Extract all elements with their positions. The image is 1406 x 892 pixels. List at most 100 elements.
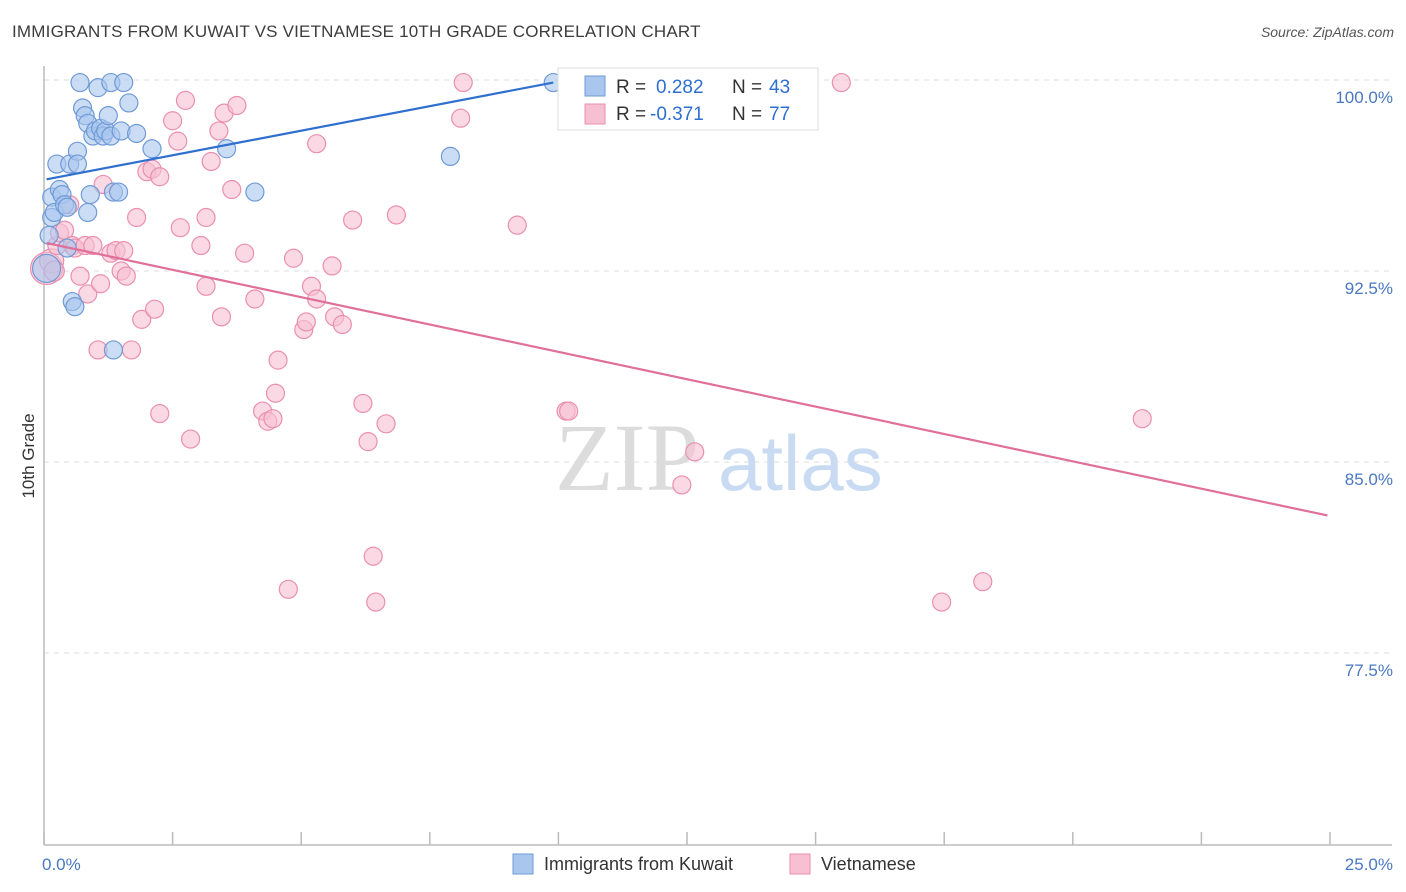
vietnamese-point-29 — [163, 111, 183, 131]
vietnamese-point-50 — [278, 579, 298, 599]
vietnamese-point-48 — [265, 383, 286, 403]
vietnamese-point-66 — [386, 205, 406, 225]
kuwait-point-38 — [142, 139, 162, 159]
vietnamese-point-75 — [932, 592, 952, 612]
vietnamese-point-76 — [973, 572, 993, 592]
bottom-legend-label-kuwait: Immigrants from Kuwait — [544, 854, 733, 874]
vietnamese-point-57 — [322, 256, 342, 276]
legend-r-value-vietnamese: -0.371 — [650, 104, 704, 125]
legend-swatch-kuwait — [584, 75, 606, 97]
vietnamese-point-63 — [363, 546, 383, 566]
y-axis-label: 10th Grade — [19, 413, 38, 498]
vietnamese-point-56 — [307, 134, 327, 154]
kuwait-point-28 — [98, 106, 118, 126]
vietnamese-point-67 — [451, 108, 471, 128]
vietnamese-point-38 — [209, 121, 229, 141]
vietnamese-point-49 — [268, 350, 288, 370]
vietnamese-point-61 — [353, 393, 373, 414]
y-tick-labels: 100.0% 92.5% 85.0% 77.5% — [1335, 88, 1393, 680]
y-tick-label-0: 100.0% — [1335, 88, 1393, 107]
kuwait-point-1 — [39, 225, 59, 245]
x-tick-label-min: 0.0% — [42, 855, 81, 874]
vietnamese-point-43 — [235, 243, 255, 263]
vietnamese-point-35 — [196, 207, 216, 228]
vietnamese-point-71 — [559, 401, 579, 421]
vietnamese-point-64 — [366, 592, 386, 612]
vietnamese-point-22 — [126, 207, 147, 228]
vietnamese-point-42 — [227, 95, 247, 116]
bottom-legend-swatch-vietnamese — [789, 853, 811, 875]
legend-series: Immigrants from Kuwait Vietnamese — [512, 853, 916, 875]
watermark-atlas: atlas — [718, 419, 883, 507]
legend-r-value-kuwait: 0.282 — [656, 77, 704, 98]
legend-n-label-kuwait: N = — [732, 77, 762, 98]
vietnamese-point-32 — [175, 90, 196, 110]
vietnamese-point-23 — [132, 309, 152, 329]
vietnamese-point-34 — [191, 235, 211, 256]
vietnamese-point-53 — [296, 312, 316, 332]
vietnamese-point-62 — [358, 432, 378, 452]
vietnamese-point-20 — [116, 266, 136, 286]
vietnamese-point-11 — [78, 284, 98, 304]
kuwait-point-13 — [65, 297, 85, 317]
vietnamese-point-26 — [144, 299, 165, 319]
x-ticks — [43, 832, 1331, 845]
watermark-zip: ZIP — [555, 404, 699, 511]
y-tick-label-3: 77.5% — [1345, 661, 1393, 680]
vietnamese-point-74 — [831, 72, 851, 93]
vietnamese-point-28 — [150, 167, 170, 187]
legend-n-value-kuwait: 43 — [769, 77, 790, 98]
kuwait-point-40 — [245, 182, 265, 202]
trend-lines — [46, 81, 1328, 517]
vietnamese-point-59 — [332, 314, 352, 335]
kuwait-point-35 — [114, 72, 134, 93]
bottom-legend-swatch-kuwait — [512, 853, 534, 875]
vietnamese-point-60 — [343, 210, 363, 230]
grid-lines — [44, 79, 1392, 654]
kuwait-point-15 — [67, 154, 88, 174]
kuwait-point-0 — [31, 253, 62, 284]
y-tick-label-2: 85.0% — [1345, 470, 1393, 489]
vietnamese-point-31 — [170, 218, 190, 238]
kuwait-point-16 — [70, 72, 90, 93]
kuwait-point-41 — [440, 146, 460, 166]
vietnamese-point-12 — [83, 235, 103, 256]
vietnamese-point-21 — [121, 340, 142, 360]
kuwait-point-20 — [78, 202, 98, 223]
vietnamese-point-33 — [181, 429, 201, 449]
vietnamese-point-68 — [453, 72, 473, 93]
kuwait-point-32 — [103, 340, 124, 360]
legend-n-value-vietnamese: 77 — [769, 104, 790, 125]
legend-n-label-vietnamese: N = — [732, 104, 762, 125]
kuwait-point-33 — [108, 182, 129, 202]
legend-stats: R = 0.282 N = 43 R = -0.371 N = 77 — [557, 67, 819, 131]
legend-swatch-vietnamese — [584, 103, 606, 125]
kuwait-point-21 — [80, 185, 100, 205]
vietnamese-point-73 — [685, 442, 705, 462]
legend-r-label-kuwait: R = — [616, 77, 646, 98]
x-tick-label-max: 25.0% — [1345, 855, 1393, 874]
vietnamese-point-69 — [507, 215, 527, 235]
kuwait-point-10 — [57, 197, 77, 217]
bottom-legend-label-vietnamese: Vietnamese — [821, 854, 916, 874]
y-tick-label-1: 92.5% — [1345, 279, 1393, 298]
kuwait-trend-line — [46, 81, 554, 181]
vietnamese-point-19 — [114, 241, 134, 261]
kuwait-point-37 — [126, 123, 147, 144]
vietnamese-point-47 — [263, 409, 283, 429]
vietnamese-point-41 — [222, 179, 242, 200]
kuwait-points — [31, 72, 563, 360]
legend-r-label-vietnamese: R = — [616, 104, 646, 125]
vietnamese-point-65 — [376, 414, 396, 434]
chart-title: IMMIGRANTS FROM KUWAIT VS VIETNAMESE 10T… — [12, 22, 701, 41]
kuwait-point-36 — [119, 93, 139, 113]
vietnamese-point-36 — [196, 276, 216, 296]
vietnamese-points — [29, 72, 1152, 612]
vietnamese-point-30 — [168, 131, 188, 151]
vietnamese-point-39 — [211, 307, 232, 327]
vietnamese-trend-line — [46, 241, 1328, 517]
kuwait-point-39 — [217, 139, 237, 159]
vietnamese-point-37 — [201, 151, 221, 172]
vietnamese-point-77 — [1132, 409, 1152, 429]
